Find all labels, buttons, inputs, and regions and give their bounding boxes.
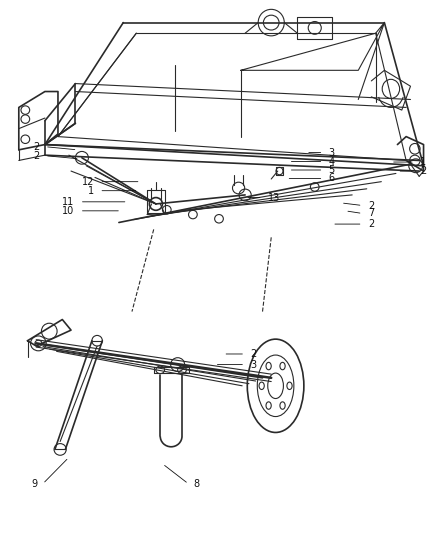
Text: 9: 9: [32, 479, 38, 489]
Text: 2: 2: [368, 200, 374, 211]
Text: 2: 2: [33, 142, 40, 152]
Text: 6: 6: [328, 173, 335, 183]
Text: 8: 8: [194, 479, 200, 489]
Text: 11: 11: [62, 197, 74, 207]
Text: 5: 5: [328, 165, 335, 175]
Text: 3: 3: [328, 148, 335, 158]
Text: 1: 1: [420, 157, 426, 167]
Text: 7: 7: [368, 208, 374, 219]
Text: 1: 1: [88, 185, 94, 196]
Text: 10: 10: [62, 206, 74, 216]
Text: 3: 3: [251, 360, 257, 369]
Text: 13: 13: [268, 192, 280, 203]
Text: 2: 2: [420, 166, 426, 176]
Text: 2: 2: [251, 349, 257, 359]
Text: 12: 12: [82, 176, 94, 187]
Text: 4: 4: [328, 157, 335, 166]
Text: 2: 2: [368, 219, 374, 229]
Text: 2: 2: [33, 151, 40, 160]
